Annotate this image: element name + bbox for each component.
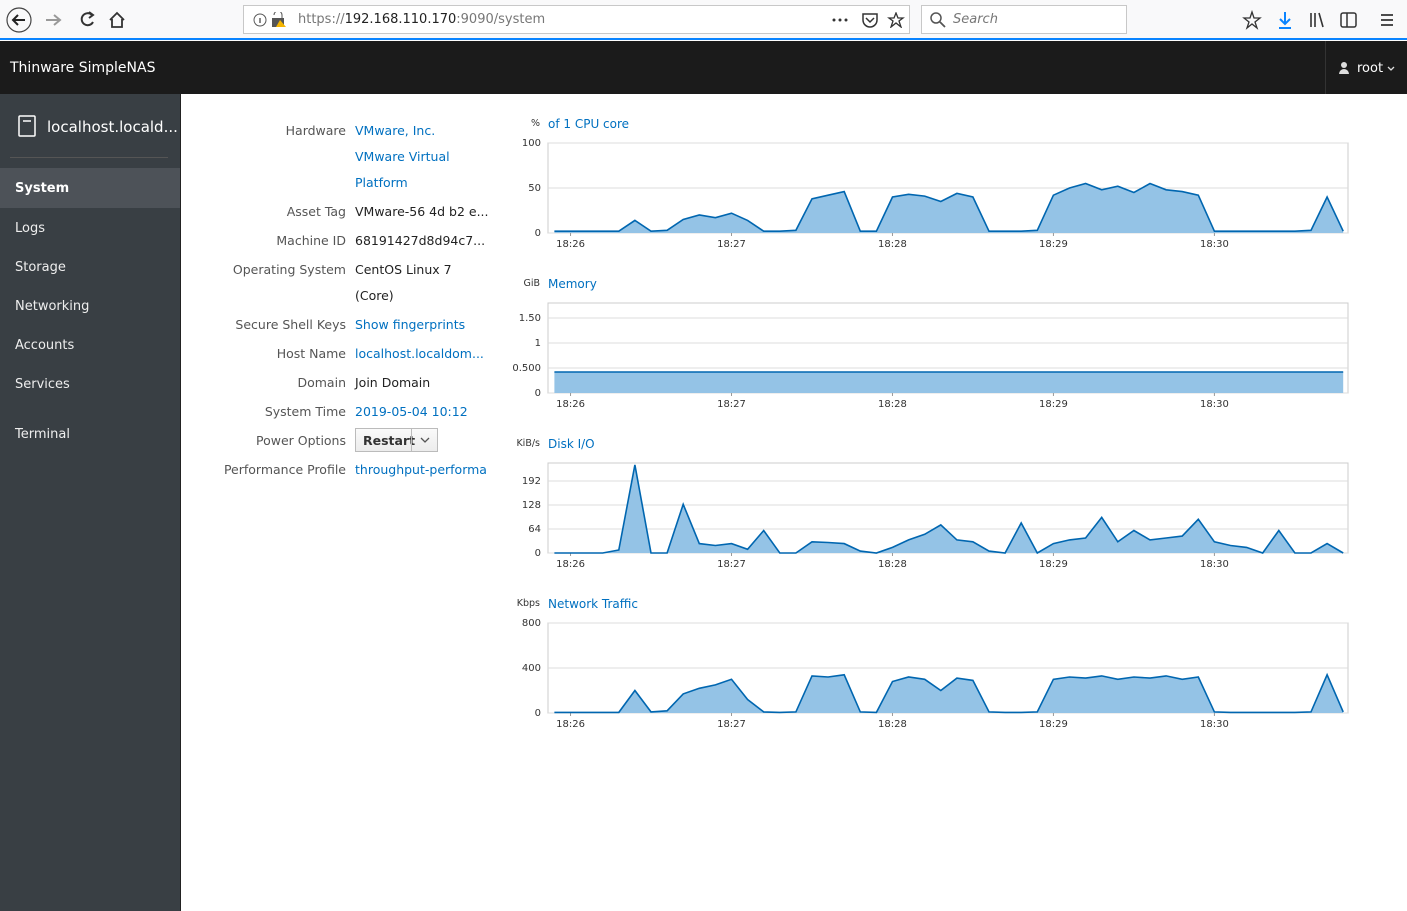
nav-item[interactable]: Storage (0, 247, 180, 287)
user-name: root (1357, 61, 1384, 76)
app-header: Thinware SimpleNAS root (0, 41, 1407, 94)
nav-label: Logs (15, 221, 45, 236)
info-label: Power Options (256, 433, 346, 448)
restart-button[interactable]: Restart (355, 428, 438, 452)
info-link[interactable]: throughput-performa (355, 462, 487, 477)
nav-label: Storage (15, 260, 66, 275)
divider (411, 429, 412, 451)
user-icon (1339, 62, 1349, 74)
forward-button[interactable] (46, 14, 62, 26)
info-value: VMware-56 4d b2 e... (355, 204, 489, 219)
url-host: 192.168.110.170 (344, 12, 457, 27)
info-link[interactable]: VMware, Inc. (355, 123, 436, 138)
info-link[interactable]: VMware Virtual (355, 149, 450, 164)
nav-item[interactable]: Services (0, 364, 180, 404)
caret (420, 437, 430, 443)
browser-toolbar: https://192.168.110.170:9090/system Sear… (0, 0, 1407, 40)
nav-item[interactable]: Networking (0, 286, 180, 326)
info-label: Hardware (285, 123, 346, 138)
host-name: localhost.locald... (47, 118, 178, 136)
nav-label: Services (15, 377, 70, 392)
info-link[interactable]: 2019-05-04 10:12 (355, 404, 468, 419)
info-value: (Core) (355, 288, 394, 303)
security-icons (253, 12, 286, 27)
info-label: Performance Profile (223, 462, 346, 477)
info-value: CentOS Linux 7 (355, 262, 452, 277)
nav-item[interactable]: Logs (0, 208, 180, 248)
separator (10, 157, 168, 158)
search-box[interactable]: Search (921, 5, 1127, 34)
info-label: System Time (264, 404, 346, 419)
host-icon (18, 115, 36, 137)
info-label: Domain (297, 375, 346, 390)
reload-button[interactable] (80, 12, 94, 27)
nav-buttons (6, 7, 125, 33)
info-label: Asset Tag (286, 204, 346, 219)
info-value: 68191427d8d94c7... (355, 233, 486, 248)
info-label: Secure Shell Keys (235, 317, 346, 332)
info-label: Operating System (232, 262, 346, 277)
nav-label: Networking (15, 299, 90, 314)
info-link[interactable]: Platform (355, 175, 408, 190)
url-scheme: https:// (298, 12, 345, 27)
search-icon (930, 12, 946, 28)
nav-label: System (15, 181, 70, 196)
nav-item[interactable]: Accounts (0, 325, 180, 365)
caret (1387, 66, 1395, 71)
info-label: Host Name (276, 346, 346, 361)
nav-item[interactable]: System (0, 168, 180, 208)
nav-item[interactable]: Terminal (0, 414, 180, 454)
home-button[interactable] (109, 11, 125, 28)
info-value: Join Domain (355, 375, 431, 390)
url-actions (832, 12, 905, 28)
sidebar: localhost.locald... System Logs Storage Net… (0, 94, 181, 911)
nav-label: Terminal (15, 427, 70, 442)
info-link[interactable]: localhost.localdom... (355, 346, 484, 361)
info-link[interactable]: Show fingerprints (355, 317, 466, 332)
toolbar-icons (1242, 10, 1393, 30)
search-placeholder: Search (953, 12, 998, 27)
button-label: Restart (363, 433, 416, 448)
user-menu[interactable]: root (1325, 41, 1407, 94)
info-label: Machine ID (276, 233, 346, 248)
url-bar[interactable]: https://192.168.110.170:9090/system (243, 5, 910, 34)
url-rest: :9090/system (456, 12, 546, 27)
url-text: https://192.168.110.170:9090/system (298, 12, 545, 27)
brand: Thinware SimpleNAS (10, 60, 156, 76)
nav-label: Accounts (15, 338, 75, 353)
back-button[interactable] (6, 7, 32, 33)
